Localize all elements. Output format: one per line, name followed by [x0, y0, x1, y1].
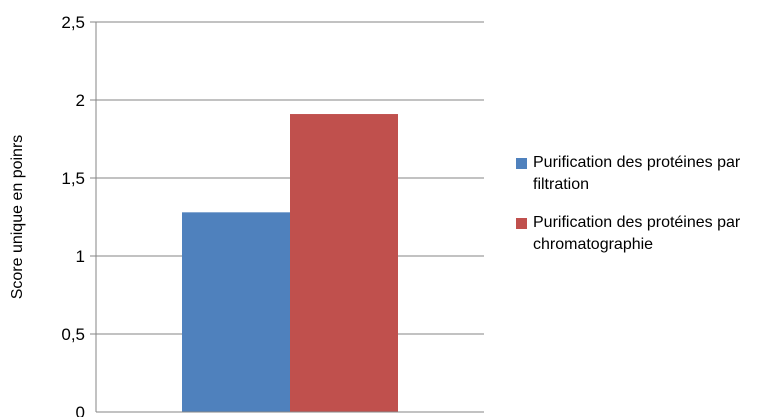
- y-tick-label: 1,5: [61, 169, 85, 188]
- legend-label-filtration: Purification des protéines par filtratio…: [533, 154, 741, 193]
- y-axis-title: Score unique en poinrs: [9, 135, 26, 300]
- gridlines: [90, 21, 484, 335]
- legend-swatch-filtration: [516, 158, 527, 169]
- legend: Purification des protéines par filtratio…: [516, 152, 770, 272]
- y-tick-label: 0: [76, 403, 85, 417]
- legend-swatch-chromatographie: [516, 218, 527, 229]
- legend-label-chromatographie: Purification des protéines par chromatog…: [533, 214, 741, 253]
- y-tick-label: 2,5: [61, 13, 85, 32]
- y-tick-labels: 0 0,5 1 1,5 2 2,5: [61, 13, 85, 417]
- legend-item-chromatographie: Purification des protéines par chromatog…: [516, 212, 770, 256]
- y-tick-label: 2: [76, 91, 85, 110]
- bar-chromatographie: [290, 114, 398, 412]
- bar-filtration: [182, 212, 290, 412]
- bars: [182, 114, 398, 412]
- legend-item-filtration: Purification des protéines par filtratio…: [516, 152, 770, 196]
- y-tick-label: 0,5: [61, 325, 85, 344]
- y-tick-label: 1: [76, 247, 85, 266]
